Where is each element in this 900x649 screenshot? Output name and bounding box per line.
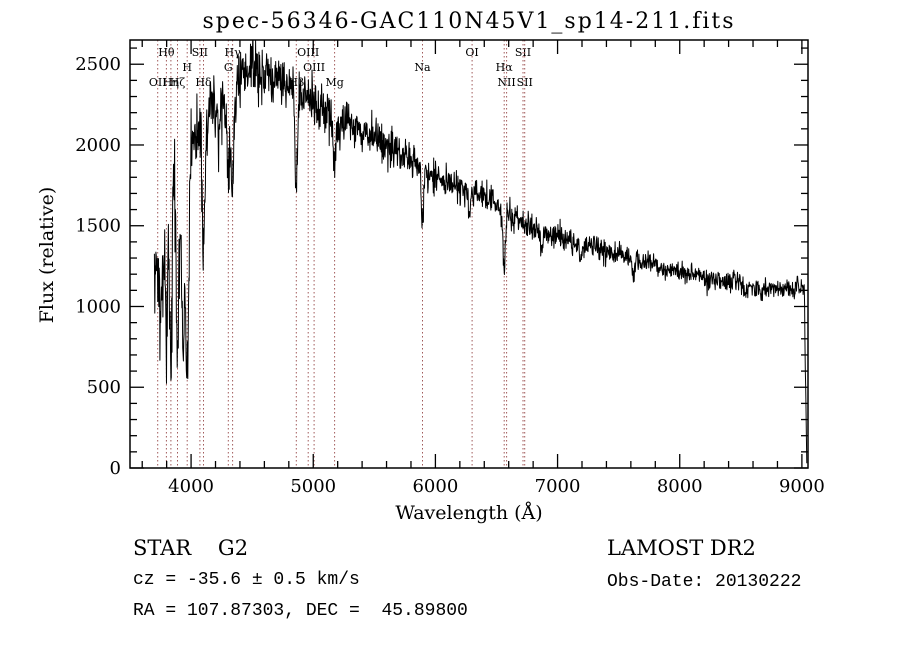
x-tick-label: 5000 — [290, 476, 336, 497]
y-tick-label: 1500 — [75, 216, 121, 237]
spectral-line-label: Hγ — [225, 46, 242, 59]
x-tick-label: 4000 — [168, 476, 214, 497]
spectrum-path — [153, 40, 808, 464]
spectral-line-label: SII — [192, 46, 208, 59]
spectral-line-label: Hδ — [195, 76, 212, 89]
spectral-line-label: H — [182, 61, 192, 74]
spectral-line-label: Hζ — [170, 76, 186, 89]
spectral-line-label: Na — [414, 61, 431, 74]
spectral-line-label: OI — [465, 46, 478, 59]
spectral-line-label: Hα — [496, 61, 514, 74]
coordinates-label: RA = 107.87303, DEC = 45.89800 — [133, 601, 468, 621]
spectral-line-label: OIII — [297, 46, 319, 59]
obs-date-label: Obs-Date: 20130222 — [607, 572, 802, 592]
spectral-line-label: Mg — [325, 76, 343, 89]
y-tick-label: 0 — [110, 458, 121, 479]
x-tick-label: 8000 — [657, 476, 703, 497]
x-tick-label: 9000 — [779, 476, 825, 497]
y-axis-label: Flux (relative) — [36, 186, 58, 324]
spectral-line-label: G — [224, 61, 233, 74]
spectral-line-label: SII — [517, 76, 533, 89]
spectral-line-label: SII — [515, 46, 531, 59]
spectral-line-label: OII — [149, 76, 167, 89]
plot-frame — [129, 39, 809, 469]
x-axis-label: Wavelength (Å) — [395, 502, 543, 524]
y-tick-label: 2000 — [75, 135, 121, 156]
x-tick-label: 7000 — [535, 476, 581, 497]
radial-velocity-label: cz = -35.6 ± 0.5 km/s — [133, 570, 360, 590]
classification-label: STAR G2 — [133, 536, 249, 560]
spectral-line-label: NII — [497, 76, 515, 89]
y-tick-label: 500 — [87, 377, 121, 398]
survey-label: LAMOST DR2 — [607, 536, 756, 560]
x-tick-label: 6000 — [412, 476, 458, 497]
spectral-line-label: Hθ — [158, 46, 175, 59]
spectral-line-label: Hη — [163, 76, 179, 89]
y-tick-label: 1000 — [75, 296, 121, 317]
spectral-line-label: OIII — [303, 61, 325, 74]
y-tick-label: 2500 — [75, 54, 121, 75]
plot-title: spec-56346-GAC110N45V1_sp14-211.fits — [202, 9, 736, 34]
